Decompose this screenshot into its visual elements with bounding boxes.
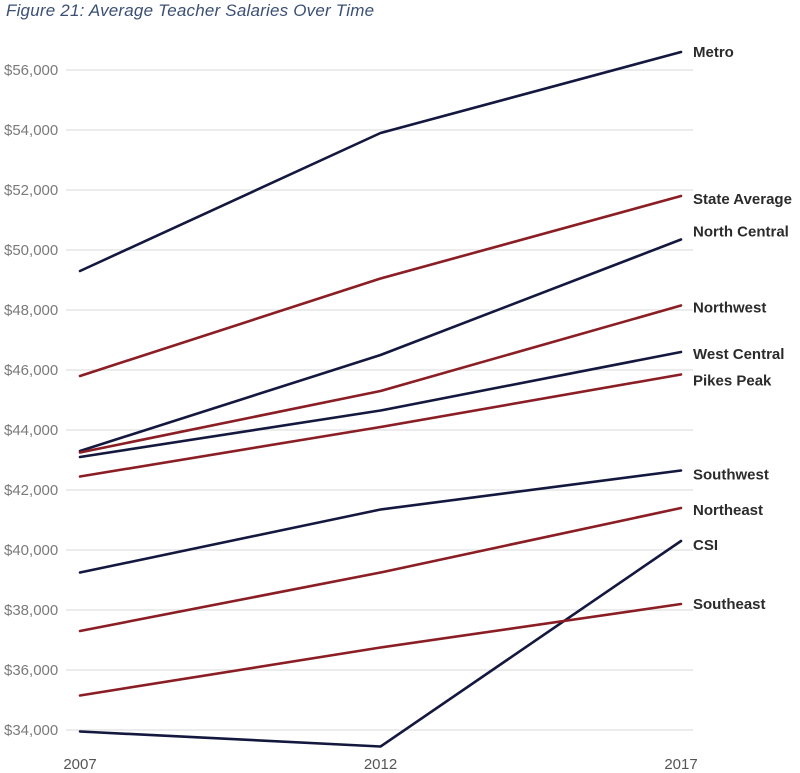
- y-tick-label: $40,000: [4, 542, 58, 559]
- x-tick-label: 2017: [664, 756, 697, 773]
- series-line-north-central: [78, 238, 683, 453]
- series-label-southwest: Southwest: [693, 467, 769, 484]
- series-line-metro: [78, 50, 683, 273]
- series-line-southeast: [78, 602, 683, 697]
- series-label-pikes-peak: Pikes Peak: [693, 373, 772, 390]
- y-tick-label: $46,000: [4, 362, 58, 379]
- series-label-state-average: State Average: [693, 191, 792, 208]
- series-line-csi: [78, 539, 683, 748]
- gridlines: [66, 69, 693, 731]
- y-tick-label: $42,000: [4, 482, 58, 499]
- x-tick-label: 2007: [63, 756, 96, 773]
- y-tick-label: $38,000: [4, 602, 58, 619]
- series-line-northeast: [78, 506, 683, 633]
- y-tick-label: $50,000: [4, 242, 58, 259]
- y-axis-tick-labels: $34,000 $36,000 $38,000 $40,000 $42,000 $44,0…: [4, 62, 58, 739]
- series-line-northwest: [78, 304, 683, 454]
- series-label-west-central: West Central: [693, 346, 784, 363]
- y-tick-label: $52,000: [4, 182, 58, 199]
- series-line-west-central: [78, 350, 683, 459]
- series-label-northeast: Northeast: [693, 502, 763, 519]
- series-line-southwest: [78, 469, 683, 574]
- y-tick-label: $36,000: [4, 662, 58, 679]
- series-line-state-average: [78, 194, 683, 378]
- series-lines: [78, 50, 683, 748]
- y-tick-label: $56,000: [4, 62, 58, 79]
- series-label-northwest: Northwest: [693, 300, 766, 317]
- y-tick-label: $34,000: [4, 722, 58, 739]
- series-labels: Metro State Average North Central Northwest…: [693, 44, 792, 613]
- series-label-csi: CSI: [693, 537, 718, 554]
- series-label-metro: Metro: [693, 44, 734, 61]
- y-tick-label: $54,000: [4, 122, 58, 139]
- series-line-pikes-peak: [78, 373, 683, 478]
- series-label-southeast: Southeast: [693, 596, 766, 613]
- chart-title: Figure 21: Average Teacher Salaries Over…: [6, 1, 375, 20]
- y-tick-label: $44,000: [4, 422, 58, 439]
- x-tick-label: 2012: [364, 756, 397, 773]
- series-label-north-central: North Central: [693, 224, 789, 241]
- x-axis-tick-labels: 2007 2012 2017: [63, 756, 697, 773]
- y-tick-label: $48,000: [4, 302, 58, 319]
